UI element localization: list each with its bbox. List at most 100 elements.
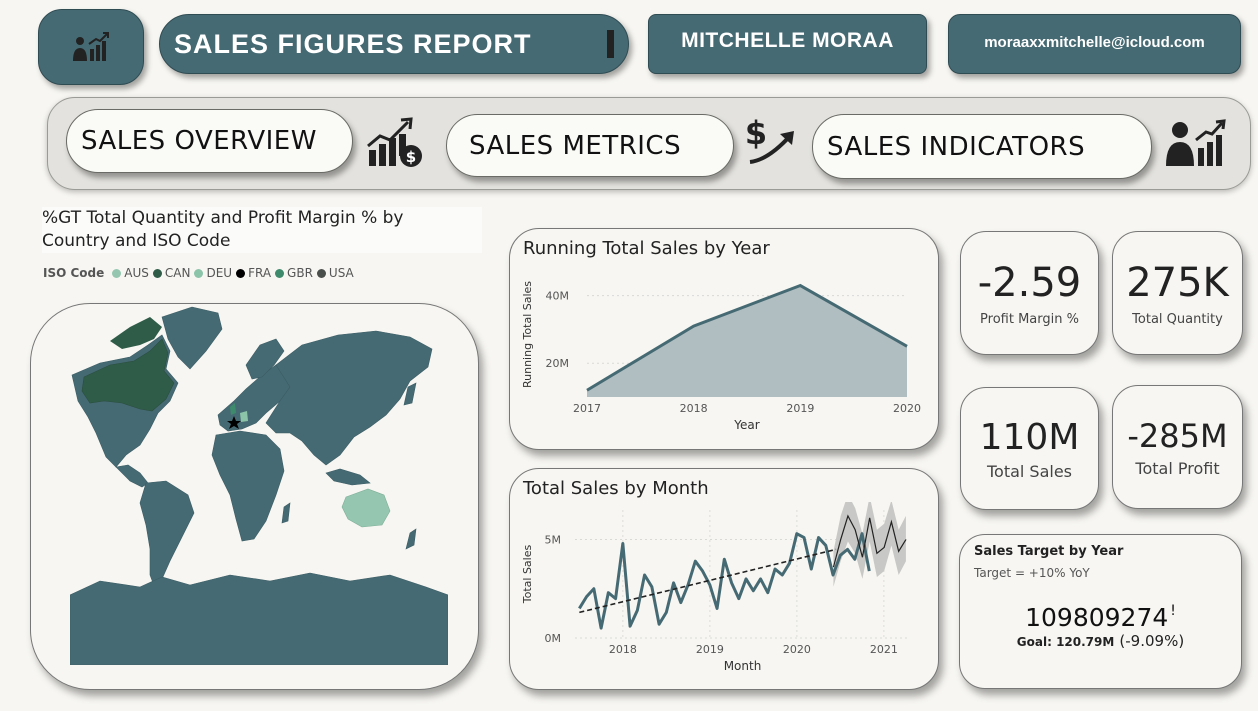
legend-swatch [152,268,162,278]
legend-swatch [236,268,246,278]
asia [265,330,433,466]
map-title-line1: %GT Total Quantity and Profit Margin % b… [42,208,404,228]
email-banner: moraaxxmitchelle@icloud.com [948,14,1241,74]
nav-sales-overview[interactable]: SALES OVERVIEW [66,109,353,173]
legend-item-can: CAN [152,266,191,280]
se-asia [325,468,371,486]
kpi-value: 275K [1126,259,1229,306]
canada-region [81,338,175,412]
sales-target-card: Sales Target by Year Target = +10% YoY 1… [959,534,1242,689]
y-tick-label: 20M [546,357,570,370]
new-zealand [405,528,417,550]
monthly-sales-card [509,468,939,690]
x-tick-label: 2019 [696,643,724,656]
legend-swatch [112,268,122,278]
kpi-label: Total Profit [1135,458,1220,478]
kpi-profit-margin: -2.59 Profit Margin % [960,231,1099,355]
x-tick-label: 2021 [870,643,898,656]
y-tick-label: 0M [545,632,562,645]
chart-bars-user-icon [73,32,109,61]
legend-label: CAN [164,266,191,280]
svg-text:$: $ [746,114,767,152]
kpi-value: 110M [979,416,1080,458]
gbr-region [230,403,236,415]
kpi-total-quantity: 275K Total Quantity [1112,231,1243,355]
legend-item-gbr: GBR [275,266,313,280]
monthly-sales-chart[interactable]: 2018 2019 2020 2021 0M 5M Month Total Sales [515,502,930,682]
japan [403,382,417,406]
map-title: %GT Total Quantity and Profit Margin % b… [42,207,482,253]
chart-money-icon: $ [367,117,422,167]
greenland [161,306,223,370]
author-email: moraaxxmitchelle@icloud.com [984,33,1205,51]
africa [211,430,285,542]
kpi-label: Total Quantity [1132,311,1223,327]
page-title: SALES FIGURES REPORT [174,28,532,59]
kpi-label: Profit Margin % [980,311,1079,327]
nav-label: SALES OVERVIEW [81,126,317,156]
legend-swatch [316,268,326,278]
target-subtitle: Target = +10% YoY [974,566,1090,580]
y-tick-label: 5M [545,534,562,547]
legend-item-usa: USA [316,266,354,280]
forecast-band [833,502,906,587]
legend-label: AUS [124,266,149,280]
deu-region [240,411,248,422]
target-alert-mark: ! [1170,603,1176,619]
target-value: 109809274 [1025,603,1169,632]
map-legend: ISO Code AUS CAN DEU FRA GBR USA [43,266,354,280]
legend-swatch [275,268,285,278]
target-value-row: 109809274! [960,603,1241,632]
y-axis-label: Running Total Sales [521,281,534,388]
target-delta: (-9.09%) [1119,632,1185,650]
trend-line [579,548,837,614]
author-banner: MITCHELLE MORAA [648,14,927,74]
y-axis-label: Total Sales [521,545,534,605]
people-chart-icon [1166,119,1226,166]
legend-swatch [194,268,204,278]
central-america [115,464,149,488]
forecast-line [832,514,907,568]
x-axis-label: Month [724,659,762,673]
kpi-total-profit: -285M Total Profit [1112,385,1243,509]
legend-item-aus: AUS [112,266,149,280]
legend-label: GBR [287,266,313,280]
map-title-line2: Country and ISO Code [42,231,231,251]
x-tick-label: 2018 [609,643,637,656]
running-total-title: Running Total Sales by Year [523,238,770,259]
legend-label: DEU [206,266,233,280]
madagascar [281,502,291,524]
australia-region [341,488,391,528]
nav-sales-metrics[interactable]: SALES METRICS [446,114,734,177]
world-map[interactable] [70,305,448,665]
running-total-chart[interactable]: 20M 40M 2017 2018 2019 2020 Year Running Total … [515,262,930,437]
x-tick-label: 2017 [573,402,601,415]
y-tick-label: 40M [546,290,570,303]
area-fill [587,285,907,397]
x-tick-label: 2018 [680,402,708,415]
legend-label: FRA [248,266,272,280]
legend-label: USA [328,266,354,280]
antarctica [70,572,448,665]
x-tick-label: 2019 [786,402,814,415]
x-tick-label: 2020 [783,643,811,656]
series-line [586,283,908,392]
target-goal: Goal: 120.79M [1016,635,1115,649]
nav-label: SALES INDICATORS [827,131,1086,162]
kpi-value: -2.59 [977,259,1082,306]
legend-title: ISO Code [43,266,105,280]
author-name: MITCHELLE MORAA [681,29,894,52]
report-title-banner: SALES FIGURES REPORT [159,14,629,74]
canada-arctic [110,317,162,349]
kpi-total-sales: 110M Total Sales [960,387,1099,510]
x-tick-label: 2020 [893,402,921,415]
header-icon-button[interactable] [38,9,144,85]
fra-marker [227,416,241,429]
nav-sales-indicators[interactable]: SALES INDICATORS [812,114,1152,179]
legend-item-fra: FRA [236,266,271,280]
nav-label: SALES METRICS [469,130,682,161]
x-axis-label: Year [733,418,759,432]
dollar-arrow-icon: $ [746,114,794,164]
target-title: Sales Target by Year [974,544,1124,559]
south-america [139,480,195,592]
